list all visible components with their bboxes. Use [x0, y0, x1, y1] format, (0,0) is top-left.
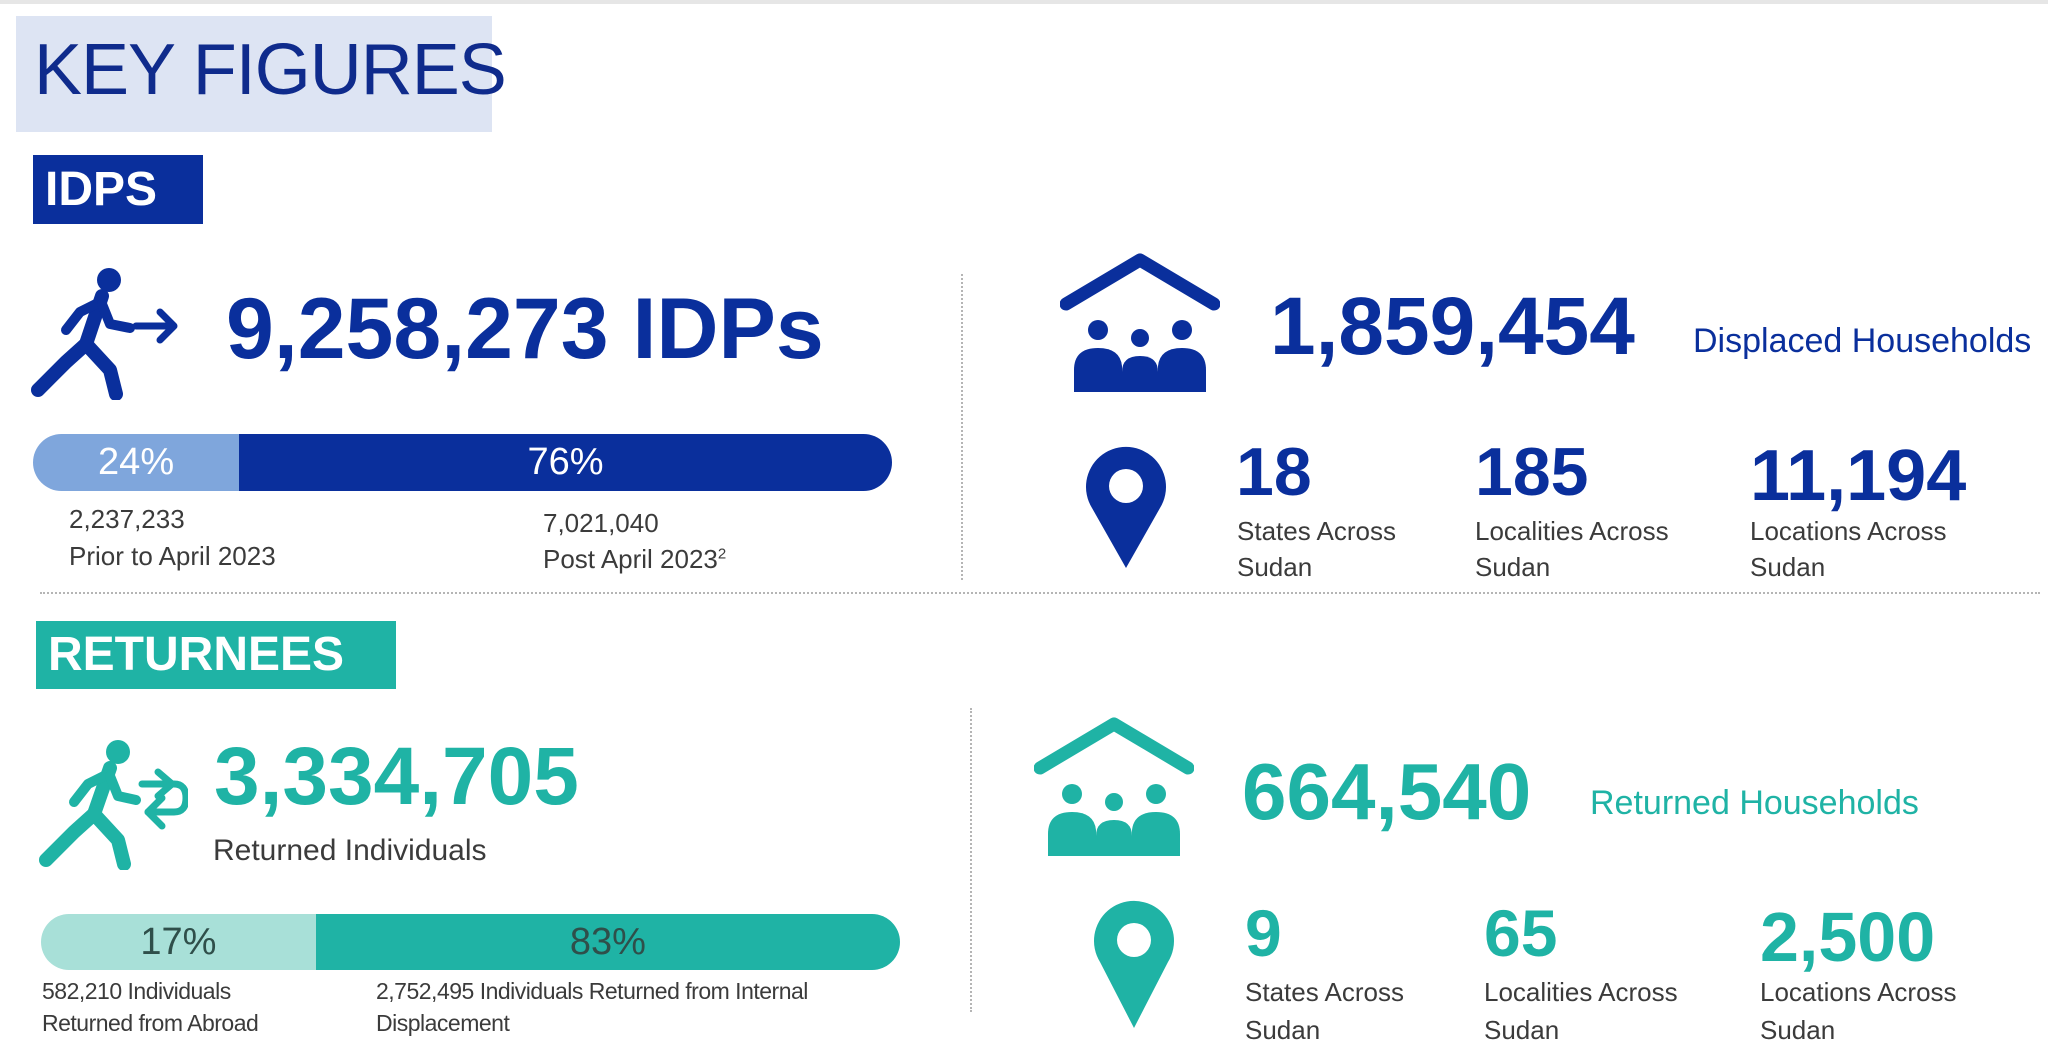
idps-total: 9,258,273 IDPs: [226, 281, 824, 377]
walking-person-arrow-icon: [31, 268, 178, 400]
idps-households-value: 1,859,454: [1270, 281, 1635, 372]
returnees-locations-label: Locations Across: [1760, 977, 1957, 1007]
page-title: KEY FIGURES: [34, 30, 507, 110]
idps-prior-label: Prior to April 2023: [69, 541, 276, 571]
returnees-households-label: Returned Households: [1590, 784, 1919, 822]
idps-vertical-divider: [961, 274, 963, 580]
walking-person-return-icon: [39, 740, 188, 870]
location-pin-icon: [1094, 900, 1174, 1028]
returnees-total-label: Returned Individuals: [213, 834, 487, 867]
returnees-bar-internal-pct: 83%: [569, 920, 646, 963]
footnote-marker: 2: [717, 545, 727, 563]
returnees-states-label-2: Sudan: [1245, 1015, 1321, 1045]
idps-split-bar: 24% 76%: [33, 434, 892, 491]
section-divider: [40, 592, 2040, 594]
returnees-localities-value: 65: [1484, 896, 1558, 970]
idps-post-label-wrap: Post April 20232: [543, 542, 726, 577]
returnees-states-value: 9: [1245, 896, 1282, 970]
idps-bar-post-segment: 76%: [239, 434, 892, 491]
returnees-bar-abroad-pct: 17%: [140, 920, 217, 963]
returnees-localities-label: Localities Across: [1484, 977, 1678, 1007]
location-pin-icon: [1086, 446, 1166, 568]
returnees-localities-label-2: Sudan: [1484, 1015, 1560, 1045]
idps-localities-value: 185: [1475, 434, 1589, 510]
idps-localities-label: Localities Across: [1475, 516, 1669, 546]
top-strip: [0, 0, 2048, 4]
returnees-split-bar: 17% 83%: [41, 914, 900, 970]
returnees-vertical-divider: [970, 708, 972, 1012]
idps-localities-label-2: Sudan: [1475, 552, 1551, 582]
returnees-internal-line1: 2,752,495 Individuals Returned from Inte…: [376, 978, 808, 1004]
returnees-locations-value: 2,500: [1760, 898, 1936, 976]
idps-bar-post-pct: 76%: [527, 441, 604, 483]
idps-prior-value: 2,237,233: [69, 504, 185, 534]
idps-bar-prior-pct: 24%: [98, 441, 175, 483]
idps-tag: IDPS: [33, 155, 203, 224]
idps-states-label: States Across: [1237, 516, 1396, 546]
title-box: [16, 16, 492, 132]
returnees-abroad-line1: 582,210 Individuals: [42, 978, 231, 1004]
idps-bar-prior-segment: 24%: [33, 434, 240, 491]
idps-households-label: Displaced Households: [1693, 322, 2032, 360]
house-family-icon: [1060, 253, 1220, 392]
returnees-bar-internal-segment: 83%: [315, 914, 900, 970]
house-family-icon: [1034, 717, 1194, 856]
idps-post-value: 7,021,040: [543, 508, 659, 538]
idps-states-label-2: Sudan: [1237, 552, 1313, 582]
returnees-tag: RETURNEES: [36, 621, 396, 689]
returnees-bar-abroad-segment: 17%: [41, 914, 316, 970]
idps-locations-value: 11,194: [1750, 436, 1967, 516]
idps-states-value: 18: [1236, 434, 1312, 510]
returnees-total: 3,334,705: [214, 731, 579, 822]
idps-post-label: Post April 2023: [543, 544, 718, 574]
idps-locations-label: Locations Across: [1750, 516, 1947, 546]
returnees-locations-label-2: Sudan: [1760, 1015, 1836, 1045]
idps-locations-label-2: Sudan: [1750, 552, 1826, 582]
returnees-internal-line2: Displacement: [376, 1010, 510, 1036]
returnees-households-value: 664,540: [1242, 747, 1532, 836]
returnees-states-label: States Across: [1245, 977, 1404, 1007]
returnees-abroad-line2: Returned from Abroad: [42, 1010, 259, 1036]
